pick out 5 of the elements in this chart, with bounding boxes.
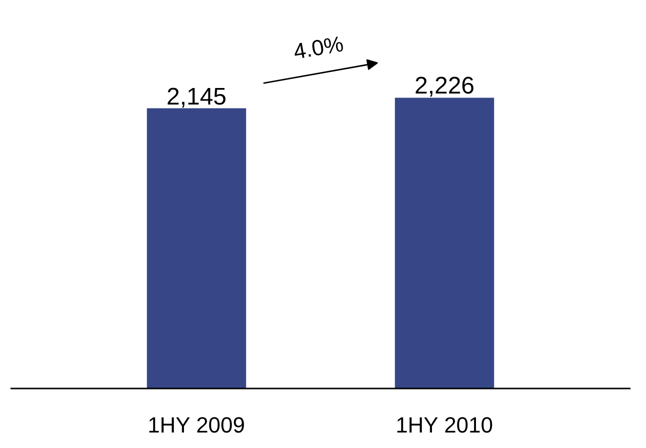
- x-tick-label: 1HY 2009: [148, 412, 246, 438]
- data-label: 2,145: [166, 83, 227, 110]
- x-tick-label: 1HY 2010: [396, 412, 494, 438]
- text: 4.0%: [292, 31, 346, 64]
- data-label: 2,226: [414, 72, 475, 100]
